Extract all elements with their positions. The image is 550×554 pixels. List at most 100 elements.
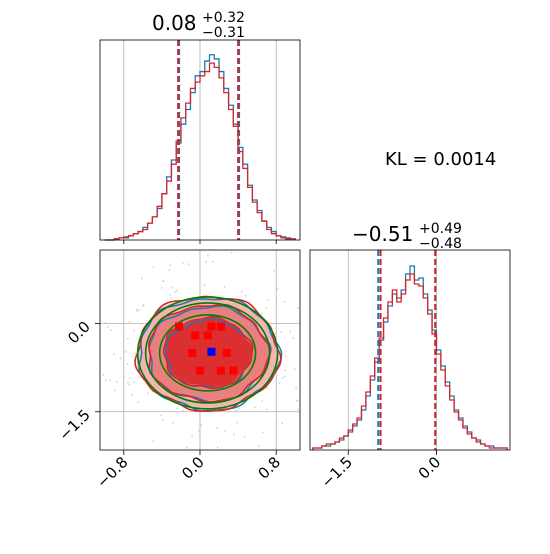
param1-title-minus: −0.31 <box>202 25 245 41</box>
joint-sample-dot <box>266 387 269 390</box>
joint-sample-dot <box>107 326 109 329</box>
joint-sample-dot <box>162 280 165 282</box>
joint-sample-dot <box>127 337 129 340</box>
joint-sample-dot <box>171 286 174 289</box>
joint-sample-dot <box>292 337 295 340</box>
joint-sample-dot <box>152 266 155 269</box>
joint-contour-blue-0 <box>138 298 283 413</box>
param2-title-plus: +0.49 <box>419 221 462 237</box>
joint-xtick-label-1: 0.0 <box>178 453 208 483</box>
joint-sample-dot <box>104 322 107 325</box>
joint-contour-green-2 <box>158 314 257 392</box>
joint-sample-dot <box>115 380 118 383</box>
joint-sample-dot <box>265 307 268 310</box>
joint-sample-dot <box>141 277 143 280</box>
joint-red-marker-1 <box>207 322 216 331</box>
joint-sample-dot <box>223 286 226 288</box>
joint-sample-dot <box>224 429 226 432</box>
joint-sample-dot <box>133 329 135 332</box>
joint-sample-dot <box>175 289 178 292</box>
joint-sample-dot <box>128 376 131 379</box>
joint-red-marker-6 <box>222 348 231 357</box>
joint-sample-dot <box>275 421 278 423</box>
joint-sample-dot <box>233 433 235 436</box>
hist2-xtick-label-1: 0.0 <box>415 453 445 483</box>
joint-red-marker-3 <box>191 331 200 340</box>
joint-sample-dot <box>138 376 141 379</box>
joint-sample-dot <box>197 429 200 432</box>
joint-xtick-label-2: 0.8 <box>254 453 284 483</box>
joint-ytick-label-1: −1.5 <box>55 406 93 444</box>
joint-red-marker-8 <box>216 366 225 375</box>
hist2-series-0 <box>312 265 508 450</box>
param2-title-minus: −0.48 <box>419 236 462 252</box>
joint-red-marker-4 <box>203 331 212 340</box>
joint-sample-dot <box>142 303 145 306</box>
joint-blue-marker <box>207 347 216 356</box>
marginal-histogram-param1 <box>99 39 301 244</box>
joint-sample-dot <box>124 350 127 353</box>
joint-sample-dot <box>261 400 264 403</box>
joint-sample-dot <box>169 294 172 296</box>
joint-sample-dot <box>280 330 283 333</box>
param2-title-value: −0.51 <box>352 222 413 246</box>
param1-title: 0.08 +0.32 −0.31 <box>152 10 245 41</box>
joint-red-marker-9 <box>229 366 238 375</box>
marginal-histogram-param2: −1.5 0.0 <box>309 249 511 492</box>
joint-sample-dot <box>254 406 256 409</box>
joint-sample-dot <box>181 409 184 412</box>
joint-sample-dot <box>174 291 176 293</box>
joint-sample-dot <box>114 389 117 392</box>
joint-sample-dot <box>102 374 105 376</box>
joint-sample-dot <box>296 408 299 411</box>
param2-title: −0.51 +0.49 −0.48 <box>352 221 462 252</box>
joint-sample-dot <box>296 307 299 310</box>
joint-sample-dot <box>176 407 178 410</box>
joint-sample-dot <box>207 254 209 257</box>
joint-sample-dot <box>261 431 264 434</box>
joint-sample-dot <box>127 381 130 384</box>
joint-density-panel: −0.8 0.0 0.8 0.0 −1.5 <box>55 249 301 492</box>
joint-sample-dot <box>168 269 171 272</box>
joint-sample-dot <box>273 270 275 272</box>
param1-title-plus: +0.32 <box>202 10 245 26</box>
joint-sample-dot <box>266 408 269 411</box>
joint-sample-dot <box>119 357 122 360</box>
joint-sample-dot <box>295 387 298 390</box>
joint-contour-red-2 <box>162 315 254 390</box>
joint-sample-dot <box>188 263 190 266</box>
joint-sample-dot <box>284 355 287 358</box>
joint-sample-dot <box>170 297 173 300</box>
joint-sample-dot <box>130 394 133 397</box>
joint-sample-dot <box>278 382 281 385</box>
joint-sample-dot <box>128 383 131 386</box>
joint-sample-dot <box>134 352 136 355</box>
joint-sample-dot <box>211 260 214 263</box>
joint-sample-dot <box>135 308 138 311</box>
joint-contour-green-0 <box>136 296 279 410</box>
joint-sample-dot <box>152 440 155 443</box>
joint-sample-dot <box>257 445 260 448</box>
joint-sample-dot <box>109 379 112 382</box>
joint-sample-dot <box>141 305 144 308</box>
joint-sample-dot <box>133 381 136 384</box>
joint-red-marker-2 <box>216 322 225 331</box>
hist2-frame <box>309 249 511 451</box>
joint-sample-dot <box>169 264 172 267</box>
joint-sample-dot <box>281 377 284 379</box>
param1-title-value: 0.08 <box>152 11 197 35</box>
joint-sample-dot <box>160 414 163 417</box>
joint-sample-dot <box>216 426 218 429</box>
hist1-series-1 <box>104 62 296 241</box>
joint-sample-dot <box>185 446 188 449</box>
joint-sample-dot <box>161 419 164 421</box>
joint-sample-dot <box>137 401 140 403</box>
joint-contour-green-1 <box>144 302 271 404</box>
joint-sample-dot <box>267 299 270 301</box>
joint-sample-dot <box>235 409 238 412</box>
joint-sample-dot <box>296 399 299 402</box>
joint-sample-dot <box>203 284 206 286</box>
joint-sample-dot <box>274 332 277 335</box>
